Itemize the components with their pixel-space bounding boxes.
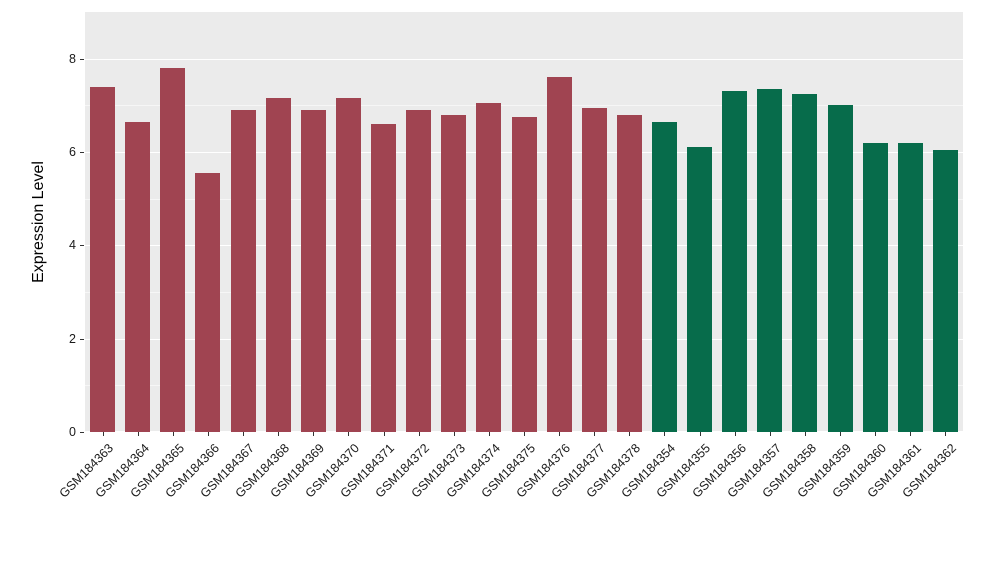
x-tick-mark-GSM184358 (804, 432, 806, 436)
bar-GSM184355 (687, 147, 713, 432)
bar-GSM184367 (230, 110, 256, 432)
x-tick-mark-GSM184355 (699, 432, 701, 436)
bar-GSM184363 (90, 86, 116, 432)
x-tick-mark-GSM184362 (945, 432, 947, 436)
x-tick-mark-GSM184371 (383, 432, 385, 436)
x-tick-mark-GSM184365 (172, 432, 174, 436)
y-tick-mark-6 (80, 152, 84, 153)
x-tick-mark-GSM184375 (524, 432, 525, 436)
bar-GSM184375 (511, 117, 537, 432)
x-tick-mark-GSM184372 (418, 432, 420, 436)
x-tick-mark-GSM184376 (559, 432, 561, 436)
y-tick-mark-0 (80, 432, 84, 433)
y-tick-label-2: 2 (69, 331, 76, 346)
bar-GSM184366 (195, 173, 221, 432)
bar-GSM184361 (897, 142, 923, 432)
bar-GSM184372 (406, 110, 432, 432)
y-axis-title: Expression Level (30, 161, 47, 283)
y-tick-label-6: 6 (69, 145, 76, 159)
bar-GSM184356 (722, 91, 748, 432)
bar-GSM184376 (546, 77, 572, 432)
gridline-minor-y7 (85, 105, 963, 107)
x-tick-mark-GSM184364 (137, 432, 139, 436)
x-tick-mark-GSM184356 (734, 432, 736, 436)
y-tick-mark-8 (80, 58, 84, 60)
bar-GSM184374 (476, 103, 502, 432)
bar-GSM184377 (581, 107, 607, 432)
x-tick-mark-GSM184357 (769, 432, 771, 436)
x-tick-mark-GSM184370 (348, 432, 350, 436)
bar-GSM184362 (932, 149, 958, 432)
bar-GSM184360 (862, 142, 888, 432)
bar-GSM184368 (265, 98, 291, 432)
bar-GSM184357 (757, 89, 783, 432)
bar-GSM184373 (441, 114, 467, 432)
x-tick-mark-GSM184361 (910, 432, 912, 436)
bar-GSM184358 (792, 93, 818, 432)
bar-GSM184359 (827, 105, 853, 432)
x-tick-mark-GSM184378 (629, 432, 631, 436)
bar-GSM184354 (651, 121, 677, 432)
y-tick-mark-4 (80, 245, 84, 247)
x-tick-mark-GSM184366 (207, 432, 209, 436)
x-tick-mark-GSM184354 (664, 432, 666, 436)
x-tick-mark-GSM184359 (840, 432, 842, 436)
bar-GSM184365 (160, 68, 186, 432)
x-tick-mark-GSM184363 (102, 432, 104, 436)
x-tick-mark-GSM184360 (875, 432, 877, 436)
bar-GSM184364 (125, 121, 151, 432)
bar-GSM184370 (335, 98, 361, 432)
x-tick-mark-GSM184373 (453, 432, 455, 436)
y-tick-label-8: 8 (69, 51, 76, 66)
gridline-major-y8 (85, 58, 963, 60)
x-tick-mark-GSM184367 (243, 432, 245, 436)
y-tick-label-0: 0 (69, 425, 76, 439)
x-tick-mark-GSM184377 (594, 432, 596, 436)
x-tick-mark-GSM184368 (278, 432, 280, 436)
bar-GSM184378 (616, 114, 642, 432)
y-tick-label-4: 4 (69, 238, 76, 253)
y-tick-mark-2 (80, 338, 84, 340)
bar-GSM184369 (300, 110, 326, 432)
plot-panel (85, 12, 963, 432)
bar-GSM184371 (371, 124, 397, 432)
x-tick-mark-GSM184374 (488, 432, 490, 436)
x-tick-mark-GSM184369 (313, 432, 315, 436)
